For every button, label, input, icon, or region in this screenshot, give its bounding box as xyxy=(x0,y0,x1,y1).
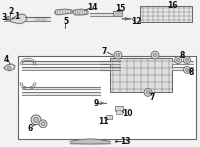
Polygon shape xyxy=(113,11,122,16)
Circle shape xyxy=(184,66,190,73)
Text: 15: 15 xyxy=(115,4,125,13)
Polygon shape xyxy=(4,64,15,71)
Circle shape xyxy=(39,120,47,128)
Polygon shape xyxy=(10,14,27,24)
Circle shape xyxy=(186,68,188,71)
Circle shape xyxy=(34,117,38,122)
Circle shape xyxy=(31,115,41,125)
Text: 1: 1 xyxy=(14,12,20,21)
Circle shape xyxy=(7,18,9,20)
Circle shape xyxy=(144,88,152,96)
Circle shape xyxy=(41,122,45,126)
Bar xyxy=(106,115,112,119)
Bar xyxy=(140,6,192,22)
Bar xyxy=(116,110,122,114)
Circle shape xyxy=(151,51,159,59)
Circle shape xyxy=(6,16,10,21)
Text: 3: 3 xyxy=(1,13,7,22)
Circle shape xyxy=(146,91,150,94)
Polygon shape xyxy=(55,9,72,15)
Circle shape xyxy=(186,59,188,62)
Circle shape xyxy=(174,57,182,64)
Circle shape xyxy=(177,59,180,62)
Bar xyxy=(110,58,172,92)
Circle shape xyxy=(8,66,10,69)
Circle shape xyxy=(184,57,190,64)
Bar xyxy=(18,56,196,138)
Text: 2: 2 xyxy=(8,7,14,16)
Bar xyxy=(115,106,123,111)
Text: 16: 16 xyxy=(167,1,177,10)
Text: 10: 10 xyxy=(122,110,132,118)
Text: 8: 8 xyxy=(179,51,185,60)
Text: 5: 5 xyxy=(63,17,69,26)
Text: 7: 7 xyxy=(149,93,155,102)
Text: 13: 13 xyxy=(120,137,130,146)
Text: 7: 7 xyxy=(101,47,107,56)
Text: 12: 12 xyxy=(131,17,141,26)
Text: 6: 6 xyxy=(27,124,33,133)
Text: 8: 8 xyxy=(188,68,194,77)
Text: 14: 14 xyxy=(87,3,97,12)
Circle shape xyxy=(114,51,122,59)
Text: 11: 11 xyxy=(98,117,108,126)
Text: 4: 4 xyxy=(3,55,9,64)
Polygon shape xyxy=(73,9,88,15)
Circle shape xyxy=(153,53,157,57)
Text: 9: 9 xyxy=(93,99,99,108)
Circle shape xyxy=(116,53,120,57)
